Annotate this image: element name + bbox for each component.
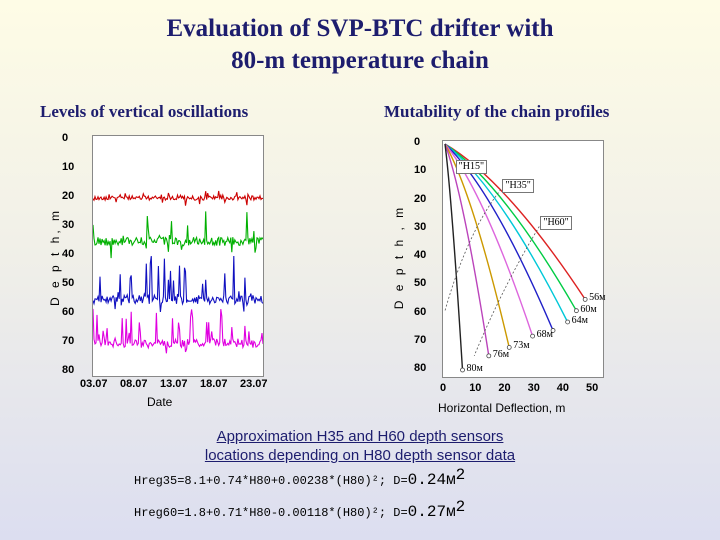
profile-end-label-4: 68м xyxy=(536,329,553,341)
formula-hreg35: Hreg35=8.1+0.74*H80+0.00238*(H80)²; D=0.… xyxy=(134,466,465,489)
left-y-tick: 10 xyxy=(62,161,75,173)
approximation-title-line1: Approximation H35 and H60 depth sensors xyxy=(0,427,720,446)
left-series-line-2 xyxy=(93,255,263,312)
left-series-line-0 xyxy=(93,190,263,206)
profile-line-4 xyxy=(444,143,534,337)
approximation-title-line2-text: locations depending on H80 depth sensor … xyxy=(204,447,516,464)
profile-end-label-2: 64м xyxy=(571,314,588,326)
right-x-tick: 10 xyxy=(469,382,482,394)
profile-line-7 xyxy=(444,143,464,371)
profile-end-marker-7 xyxy=(460,367,465,373)
right-y-tick: 80 xyxy=(414,362,427,374)
profile-end-label-1: 60м xyxy=(580,303,597,315)
profile-end-marker-0 xyxy=(582,296,588,302)
right-chart-y-label: D e p t h , m xyxy=(392,204,406,310)
left-x-tick: 18.07 xyxy=(200,378,228,390)
sensor-tag-1: "H35" xyxy=(502,179,534,194)
formula-hreg60-exp: 2 xyxy=(455,498,466,516)
left-chart-plot-area xyxy=(92,135,264,377)
right-y-tick: 50 xyxy=(414,277,427,290)
profile-end-marker-1 xyxy=(573,308,579,314)
left-chart-x-label: Date xyxy=(147,395,173,409)
page-title-line1: Evaluation of SVP-BTC drifter with xyxy=(166,15,554,42)
left-x-tick: 23.07 xyxy=(240,378,268,390)
right-chart-x-label: Horizontal Deflection, m xyxy=(438,401,566,415)
left-y-tick: 70 xyxy=(62,335,75,347)
left-chart-svg xyxy=(93,190,263,354)
right-y-tick: 40 xyxy=(414,249,427,261)
profile-end-label-0: 56м xyxy=(589,292,606,304)
left-y-tick: 40 xyxy=(62,248,75,260)
formula-hreg60: Hreg60=1.8+0.71*H80-0.00118*(H80)²; D=0.… xyxy=(134,498,465,521)
page-title-line2: 80-m temperature chain xyxy=(231,47,489,74)
left-y-tick: 20 xyxy=(62,190,75,202)
profile-line-0 xyxy=(444,143,586,300)
sensor-tag-2: "H60" xyxy=(540,216,572,231)
profile-end-label-6: 76м xyxy=(492,348,510,360)
right-y-tick: 60 xyxy=(414,305,427,318)
profile-end-label-5: 73м xyxy=(513,340,530,352)
left-x-tick: 13.07 xyxy=(160,378,188,390)
left-y-tick: 0 xyxy=(62,132,69,144)
profile-line-2 xyxy=(444,143,569,323)
profile-line-5 xyxy=(444,143,510,348)
left-chart-y-label: D e p t h, m xyxy=(48,207,62,307)
profile-end-marker-4 xyxy=(530,333,535,339)
right-chart-subtitle: Mutability of the chain profiles xyxy=(384,102,610,121)
left-y-tick: 60 xyxy=(62,306,75,318)
profile-line-6 xyxy=(444,143,490,357)
formula-hreg35-main: Hreg35=8.1+0.74*H80+0.00238*(H80)²; D= xyxy=(134,474,408,488)
h60-dotted-curve xyxy=(473,222,542,357)
left-x-tick: 03.07 xyxy=(80,378,108,390)
right-x-tick: 0 xyxy=(440,382,447,394)
formula-hreg35-value: 0.24м xyxy=(407,471,456,489)
formula-hreg35-exp: 2 xyxy=(455,466,466,484)
left-chart-subtitle: Levels of vertical oscillations xyxy=(40,102,249,121)
right-x-tick: 40 xyxy=(556,382,570,394)
right-chart-svg xyxy=(444,143,588,373)
profile-line-1 xyxy=(444,143,578,312)
profile-end-marker-3 xyxy=(550,328,556,333)
left-x-tick: 08.07 xyxy=(120,378,148,390)
profile-end-marker-6 xyxy=(486,353,492,359)
right-x-tick: 30 xyxy=(527,382,540,394)
right-x-tick: 50 xyxy=(586,382,599,394)
right-y-tick: 0 xyxy=(414,136,421,148)
formula-hreg60-value: 0.27м xyxy=(407,503,456,521)
profile-line-3 xyxy=(444,143,554,331)
right-y-tick: 70 xyxy=(414,333,427,346)
profile-end-label-7: 80м xyxy=(466,363,483,374)
left-y-tick: 30 xyxy=(62,219,75,231)
profile-end-marker-2 xyxy=(565,319,571,325)
left-series-line-3 xyxy=(93,308,263,354)
sensor-tag-0: "H15" xyxy=(455,159,488,174)
approximation-title-line1-text: Approximation H35 and H60 depth sensors xyxy=(216,428,504,445)
profile-end-marker-5 xyxy=(506,344,512,350)
left-y-tick: 50 xyxy=(62,277,75,289)
right-y-tick: 30 xyxy=(414,220,427,233)
h35-dotted-curve xyxy=(444,186,504,311)
left-series-line-1 xyxy=(93,211,263,259)
right-x-tick: 20 xyxy=(498,382,511,394)
left-y-tick: 80 xyxy=(62,364,75,376)
formula-hreg60-main: Hreg60=1.8+0.71*H80-0.00118*(H80)²; D= xyxy=(134,506,408,520)
right-y-tick: 10 xyxy=(414,164,427,177)
approximation-title-line2: locations depending on H80 depth sensor … xyxy=(0,446,720,465)
right-y-tick: 20 xyxy=(414,192,427,205)
